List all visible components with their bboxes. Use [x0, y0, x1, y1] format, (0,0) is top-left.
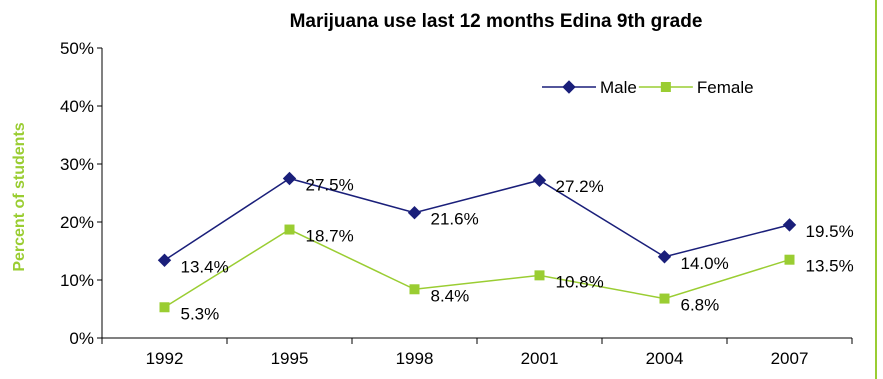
- y-axis-label: Percent of students: [11, 122, 28, 271]
- x-tick-label: 2001: [521, 349, 559, 368]
- female-series-line: [164, 228, 790, 308]
- female-data-point: [534, 270, 545, 281]
- female-data-point: [159, 302, 170, 313]
- y-tick-label: 30%: [60, 155, 94, 174]
- x-tick-label: 1992: [146, 349, 184, 368]
- male-series-line: [164, 177, 790, 261]
- male-data-point: [657, 250, 672, 264]
- y-axis-ticks: 0% 10% 20% 30% 40% 50%: [60, 39, 102, 348]
- female-data-label: 10.8%: [556, 272, 604, 291]
- legend-male-marker: [562, 80, 576, 94]
- female-data-label: 18.7%: [306, 227, 354, 246]
- male-data-label: 27.2%: [556, 177, 604, 196]
- male-data-label: 21.6%: [431, 210, 479, 229]
- female-data-label: 6.8%: [681, 296, 720, 315]
- series-layer: [157, 171, 797, 313]
- x-tick-label: 2004: [646, 349, 684, 368]
- y-tick-label: 40%: [60, 97, 94, 116]
- legend: Male Female: [542, 78, 754, 97]
- male-data-point: [782, 218, 797, 232]
- y-tick-label: 20%: [60, 213, 94, 232]
- male-data-label: 27.5%: [306, 176, 354, 195]
- legend-female-marker: [660, 82, 671, 92]
- y-tick-label: 0%: [69, 329, 94, 348]
- data-labels: 13.4% 27.5% 21.6% 27.2% 14.0% 19.5% 5.3% 18.7% 8…: [181, 176, 854, 324]
- x-axis-ticks: 1992 1995 1998 2001 2004 2007: [101, 338, 853, 368]
- male-data-point: [282, 171, 297, 186]
- male-data-point: [407, 206, 422, 220]
- female-data-label: 13.5%: [806, 257, 854, 276]
- x-tick-label: 2007: [771, 349, 809, 368]
- female-data-label: 8.4%: [431, 286, 470, 305]
- male-data-label: 13.4%: [181, 257, 229, 276]
- male-data-point: [157, 253, 172, 267]
- female-data-point: [284, 224, 295, 235]
- female-data-point: [409, 284, 420, 295]
- x-tick-label: 1998: [396, 349, 434, 368]
- x-tick-label: 1995: [271, 349, 309, 368]
- male-data-point: [532, 173, 547, 187]
- legend-male-label: Male: [600, 78, 637, 97]
- y-tick-label: 50%: [60, 39, 94, 58]
- y-tick-label: 10%: [60, 271, 94, 290]
- male-data-label: 14.0%: [681, 254, 729, 273]
- male-data-label: 19.5%: [806, 222, 854, 241]
- chart-title: Marijuana use last 12 months Edina 9th g…: [290, 11, 703, 32]
- legend-female-label: Female: [697, 78, 754, 97]
- female-data-label: 5.3%: [181, 304, 220, 323]
- female-data-point: [659, 293, 670, 304]
- female-data-point: [784, 254, 795, 265]
